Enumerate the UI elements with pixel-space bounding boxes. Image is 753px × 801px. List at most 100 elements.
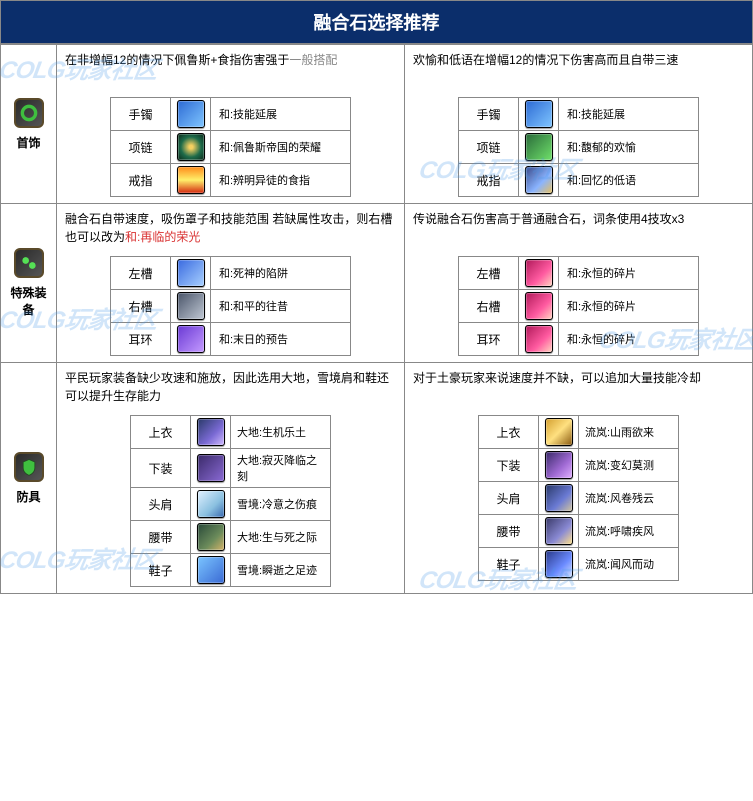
- item-row: 下装 大地:寂灭降临之刻: [131, 449, 331, 488]
- slot-label: 右槽: [459, 290, 519, 323]
- item-icon-cell: [519, 164, 559, 197]
- build-left: 在非增幅12的情况下佩鲁斯+食指伤害强于一般搭配 手镯 和:技能延展 项链 和:…: [57, 45, 405, 204]
- item-icon: [177, 100, 205, 128]
- item-icon-cell: [519, 290, 559, 323]
- item-name: 和:和平的往昔: [211, 290, 351, 323]
- item-icon: [545, 451, 573, 479]
- item-icon: [525, 100, 553, 128]
- accessory-icon: [14, 98, 44, 128]
- slot-label: 鞋子: [131, 554, 191, 587]
- item-icon-cell: [171, 323, 211, 356]
- slot-label: 上衣: [131, 416, 191, 449]
- item-row: 上衣 大地:生机乐土: [131, 416, 331, 449]
- item-icon: [197, 556, 225, 584]
- slot-label: 耳环: [459, 323, 519, 356]
- item-row: 腰带 流岚:呼啸疾风: [479, 515, 679, 548]
- item-name: 和:佩鲁斯帝国的荣耀: [211, 131, 351, 164]
- item-icon: [545, 550, 573, 578]
- item-icon: [177, 292, 205, 320]
- item-icon: [197, 490, 225, 518]
- item-table: 上衣 大地:生机乐土 下装 大地:寂灭降临之刻 头肩 雪境:冷意之伤痕 腰带: [130, 415, 331, 587]
- item-icon-cell: [539, 449, 579, 482]
- item-icon: [197, 418, 225, 446]
- item-icon: [525, 259, 553, 287]
- item-table: 左槽 和:永恒的碎片 右槽 和:永恒的碎片 耳环 和:永恒的碎片: [458, 256, 699, 356]
- slot-label: 左槽: [459, 257, 519, 290]
- item-name: 流岚:闻风而动: [579, 548, 679, 581]
- item-icon-cell: [191, 554, 231, 587]
- item-name: 流岚:风卷残云: [579, 482, 679, 515]
- item-icon: [177, 166, 205, 194]
- item-name: 和:技能延展: [211, 98, 351, 131]
- item-icon-cell: [171, 257, 211, 290]
- category-cell: 防具: [1, 363, 57, 594]
- item-icon: [197, 523, 225, 551]
- build-left: 融合石自带速度，吸伤罩子和技能范围 若缺属性攻击，则右槽也可以改为和:再临的荣光…: [57, 204, 405, 363]
- item-icon-cell: [191, 521, 231, 554]
- slot-label: 戒指: [111, 164, 171, 197]
- item-icon: [197, 454, 225, 482]
- item-table: 左槽 和:死神的陷阱 右槽 和:和平的往昔 耳环 和:末日的预告: [110, 256, 351, 356]
- slot-label: 项链: [111, 131, 171, 164]
- item-icon-cell: [539, 515, 579, 548]
- slot-label: 腰带: [479, 515, 539, 548]
- category-label: 特殊装备: [5, 284, 52, 318]
- slot-label: 耳环: [111, 323, 171, 356]
- item-icon-cell: [539, 416, 579, 449]
- item-row: 项链 和:馥郁的欢愉: [459, 131, 699, 164]
- item-icon: [545, 418, 573, 446]
- item-name: 雪境:瞬逝之足迹: [231, 554, 331, 587]
- item-name: 和:辨明异徒的食指: [211, 164, 351, 197]
- item-icon: [525, 325, 553, 353]
- item-table: 手镯 和:技能延展 项链 和:佩鲁斯帝国的荣耀 戒指 和:辨明异徒的食指: [110, 97, 351, 197]
- item-row: 左槽 和:永恒的碎片: [459, 257, 699, 290]
- item-row: 右槽 和:永恒的碎片: [459, 290, 699, 323]
- build-description: 欢愉和低语在增幅12的情况下伤害高而且自带三速: [413, 51, 744, 87]
- slot-label: 鞋子: [479, 548, 539, 581]
- build-right: 传说融合石伤害高于普通融合石，词条使用4技攻x3 左槽 和:永恒的碎片 右槽 和…: [405, 204, 753, 363]
- item-name: 和:回忆的低语: [559, 164, 699, 197]
- category-row-special: 特殊装备 融合石自带速度，吸伤罩子和技能范围 若缺属性攻击，则右槽也可以改为和:…: [1, 204, 753, 363]
- item-icon-cell: [171, 131, 211, 164]
- item-name: 和:馥郁的欢愉: [559, 131, 699, 164]
- item-name: 和:永恒的碎片: [559, 290, 699, 323]
- slot-label: 腰带: [131, 521, 191, 554]
- category-cell: 首饰: [1, 45, 57, 204]
- item-icon-cell: [519, 257, 559, 290]
- item-icon: [545, 484, 573, 512]
- item-row: 上衣 流岚:山雨欲来: [479, 416, 679, 449]
- slot-label: 左槽: [111, 257, 171, 290]
- page-title: 融合石选择推荐: [0, 0, 753, 44]
- item-table: 手镯 和:技能延展 项链 和:馥郁的欢愉 戒指 和:回忆的低语: [458, 97, 699, 197]
- item-icon: [177, 133, 205, 161]
- slot-label: 戒指: [459, 164, 519, 197]
- build-description: 平民玩家装备缺少攻速和施放，因此选用大地，雪境肩和鞋还可以提升生存能力: [65, 369, 396, 405]
- item-name: 和:末日的预告: [211, 323, 351, 356]
- slot-label: 右槽: [111, 290, 171, 323]
- item-icon-cell: [539, 548, 579, 581]
- item-name: 流岚:山雨欲来: [579, 416, 679, 449]
- item-icon-cell: [191, 416, 231, 449]
- item-name: 和:永恒的碎片: [559, 257, 699, 290]
- item-row: 耳环 和:末日的预告: [111, 323, 351, 356]
- item-icon-cell: [191, 488, 231, 521]
- slot-label: 手镯: [111, 98, 171, 131]
- item-icon-cell: [171, 164, 211, 197]
- slot-label: 下装: [131, 449, 191, 488]
- slot-label: 头肩: [479, 482, 539, 515]
- build-description: 对于土豪玩家来说速度并不缺，可以追加大量技能冷却: [413, 369, 744, 405]
- item-row: 腰带 大地:生与死之际: [131, 521, 331, 554]
- item-name: 大地:生与死之际: [231, 521, 331, 554]
- item-name: 和:技能延展: [559, 98, 699, 131]
- item-name: 流岚:变幻莫测: [579, 449, 679, 482]
- item-name: 和:死神的陷阱: [211, 257, 351, 290]
- build-description: 在非增幅12的情况下佩鲁斯+食指伤害强于一般搭配: [65, 51, 396, 87]
- build-right: 欢愉和低语在增幅12的情况下伤害高而且自带三速 手镯 和:技能延展 项链 和:馥…: [405, 45, 753, 204]
- slot-label: 下装: [479, 449, 539, 482]
- item-row: 戒指 和:回忆的低语: [459, 164, 699, 197]
- item-row: 右槽 和:和平的往昔: [111, 290, 351, 323]
- armor-icon: [14, 452, 44, 482]
- item-icon: [177, 259, 205, 287]
- item-name: 大地:生机乐土: [231, 416, 331, 449]
- item-row: 鞋子 流岚:闻风而动: [479, 548, 679, 581]
